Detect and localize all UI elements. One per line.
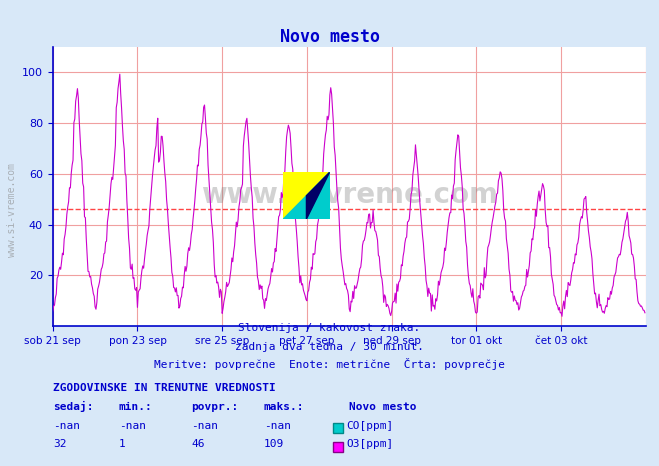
Text: min.:: min.: — [119, 402, 152, 412]
Text: O3[ppm]: O3[ppm] — [346, 439, 393, 449]
Text: Meritve: povprečne  Enote: metrične  Črta: povprečje: Meritve: povprečne Enote: metrične Črta:… — [154, 358, 505, 370]
Text: -nan: -nan — [119, 421, 146, 431]
Text: CO[ppm]: CO[ppm] — [346, 421, 393, 431]
Text: -nan: -nan — [53, 421, 80, 431]
Text: ZGODOVINSKE IN TRENUTNE VREDNOSTI: ZGODOVINSKE IN TRENUTNE VREDNOSTI — [53, 384, 275, 393]
Text: -nan: -nan — [264, 421, 291, 431]
Text: www.si-vreme.com: www.si-vreme.com — [7, 163, 16, 257]
Text: Novo mesto: Novo mesto — [349, 402, 416, 412]
Polygon shape — [283, 172, 330, 219]
Text: Novo mesto: Novo mesto — [279, 28, 380, 46]
Text: 32: 32 — [53, 439, 66, 449]
Text: www.si-vreme.com: www.si-vreme.com — [201, 181, 498, 209]
Text: -nan: -nan — [191, 421, 218, 431]
Text: Slovenija / kakovost zraka.: Slovenija / kakovost zraka. — [239, 323, 420, 333]
Text: sedaj:: sedaj: — [53, 401, 93, 412]
Text: 109: 109 — [264, 439, 284, 449]
Polygon shape — [306, 172, 330, 219]
Text: maks.:: maks.: — [264, 402, 304, 412]
Text: zadnja dva tedna / 30 minut.: zadnja dva tedna / 30 minut. — [235, 342, 424, 351]
Text: 1: 1 — [119, 439, 125, 449]
Text: povpr.:: povpr.: — [191, 402, 239, 412]
Text: 46: 46 — [191, 439, 204, 449]
Polygon shape — [283, 172, 330, 219]
